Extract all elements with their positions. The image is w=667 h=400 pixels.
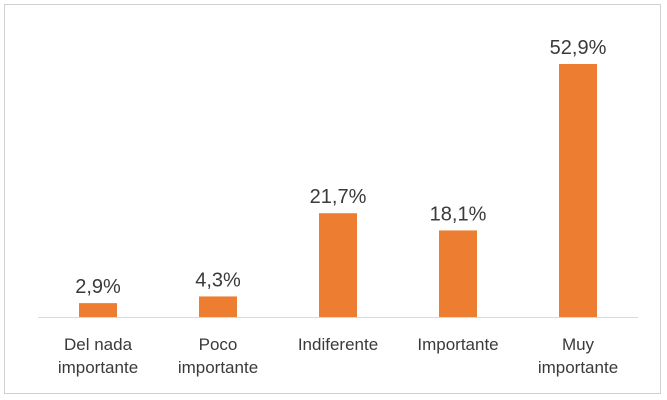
category-labels-layer: Del nada importante Poco importante Indifere…	[58, 335, 618, 377]
data-label-0: 2,9%	[75, 276, 121, 298]
bar-4	[559, 64, 597, 317]
data-labels-layer: 2,9% 4,3% 21,7% 18,1% 52,9%	[75, 37, 606, 298]
bar-1	[199, 296, 237, 317]
category-label-0: Del nada importante	[58, 335, 138, 377]
bar-3	[439, 230, 477, 317]
category-label-1: Poco importante	[178, 335, 258, 377]
category-label-4: Muy importante	[538, 335, 618, 377]
data-label-2: 21,7%	[310, 186, 367, 208]
bar-2	[319, 213, 357, 317]
bar-0	[79, 303, 117, 317]
chart-frame	[4, 4, 661, 394]
data-label-3: 18,1%	[430, 203, 487, 225]
data-label-4: 52,9%	[550, 37, 607, 59]
category-label-3: Importante	[417, 335, 498, 354]
data-label-1: 4,3%	[195, 269, 241, 291]
bars-layer	[79, 64, 597, 317]
category-label-2: Indiferente	[298, 335, 378, 354]
